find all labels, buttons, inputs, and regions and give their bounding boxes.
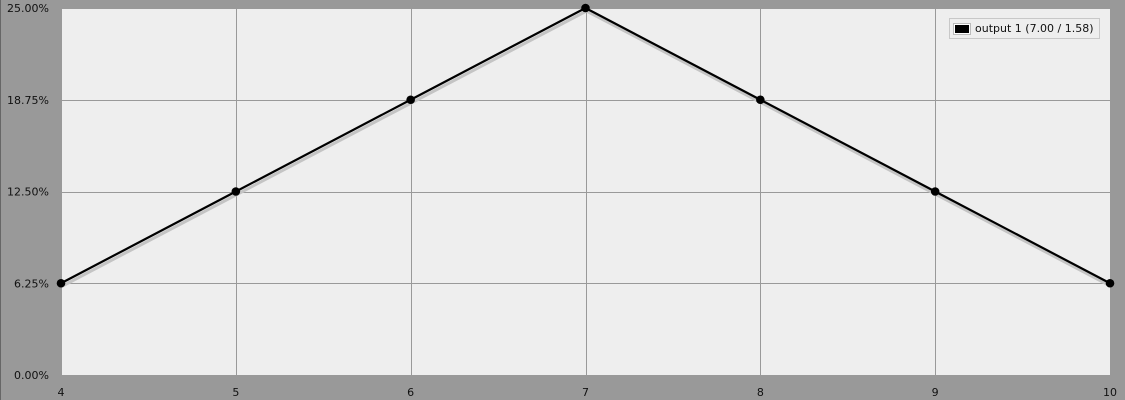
legend: output 1 (7.00 / 1.58) [949, 18, 1100, 39]
y-tick-label: 6.25% [14, 277, 49, 290]
y-tick-label: 18.75% [7, 94, 49, 107]
data-point [406, 95, 415, 105]
data-point [1105, 278, 1115, 288]
data-point [231, 187, 241, 196]
data-point [930, 187, 940, 196]
plot-area [61, 8, 1110, 375]
x-tick-label: 5 [232, 386, 239, 399]
x-tick-label: 4 [58, 386, 65, 399]
data-point [56, 278, 66, 288]
legend-swatch [953, 22, 971, 35]
y-tick-label: 0.00% [14, 369, 49, 382]
y-tick-label: 25.00% [7, 2, 49, 15]
x-tick-label: 7 [582, 386, 589, 399]
x-tick-label: 9 [932, 386, 939, 399]
x-tick-label: 8 [757, 386, 764, 399]
x-tick-label: 6 [407, 386, 414, 399]
x-tick-label: 10 [1103, 386, 1117, 399]
legend-label: output 1 (7.00 / 1.58) [975, 22, 1094, 35]
data-point [581, 3, 590, 13]
y-tick-label: 12.50% [7, 186, 49, 199]
data-point [756, 95, 765, 105]
